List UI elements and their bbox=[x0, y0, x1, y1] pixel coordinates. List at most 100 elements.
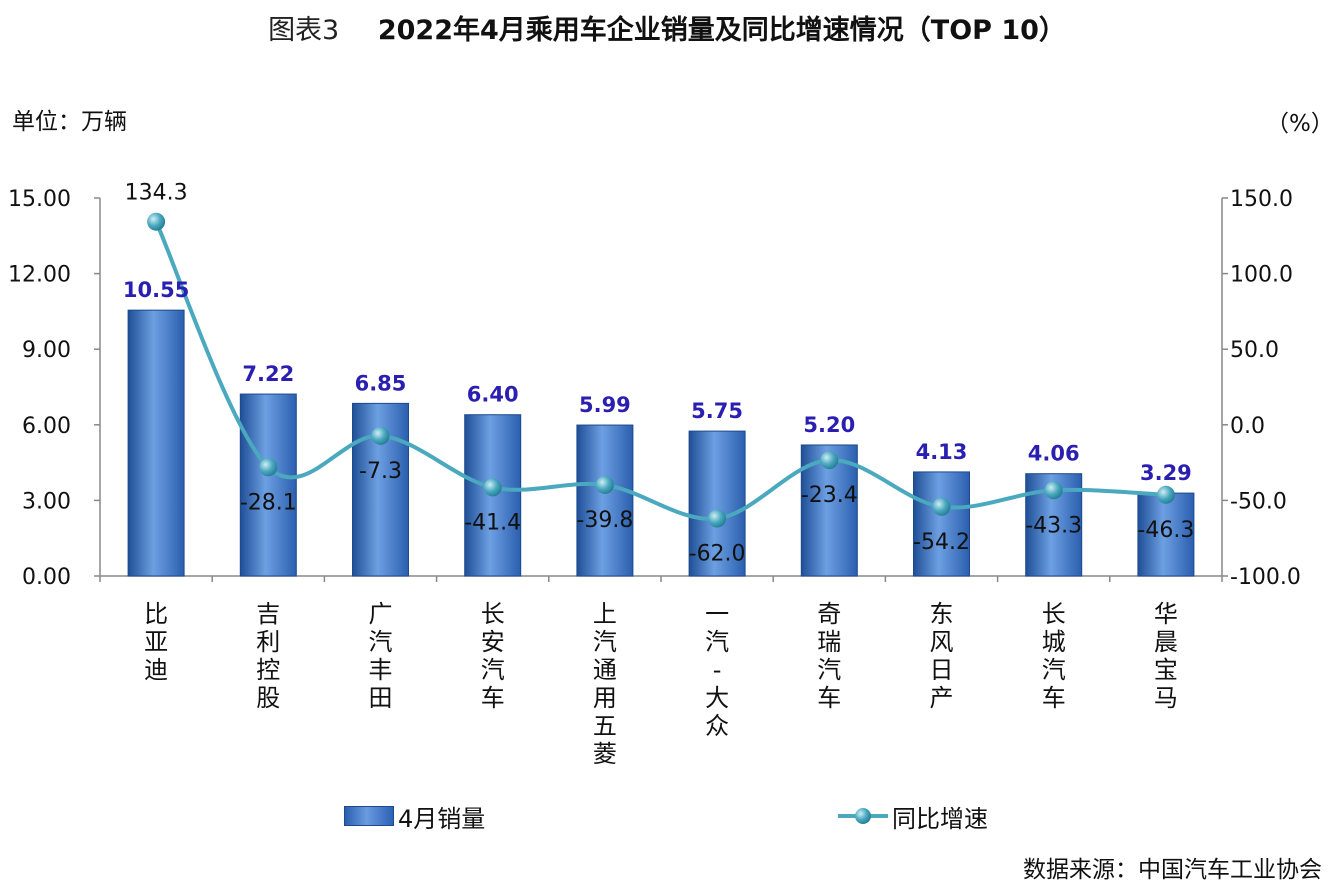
category-label-char: 股 bbox=[256, 684, 280, 712]
category-label-char: 汽 bbox=[593, 628, 617, 656]
category-label-char: 上 bbox=[593, 600, 617, 628]
bar-sales bbox=[127, 309, 185, 577]
category-label-char: 控 bbox=[256, 656, 280, 684]
category-label-char: 汽 bbox=[369, 628, 393, 656]
category-label-char: - bbox=[713, 656, 722, 684]
bars-layer bbox=[127, 309, 1195, 577]
bar-value-label: 6.40 bbox=[467, 383, 519, 407]
growth-value-label: -46.3 bbox=[1137, 518, 1194, 543]
category-label-char: 车 bbox=[481, 684, 505, 712]
figure-number: 图表3 bbox=[268, 15, 340, 46]
category-label-char: 车 bbox=[817, 684, 841, 712]
bar-sales bbox=[913, 471, 970, 577]
left-axis-unit: 单位：万辆 bbox=[12, 109, 127, 135]
category-label-char: 五 bbox=[593, 712, 617, 740]
growth-value-label: -28.1 bbox=[240, 490, 297, 515]
legend-item-growth: 同比增速 bbox=[838, 796, 988, 836]
bar-sales bbox=[239, 393, 297, 577]
category-label-char: 瑞 bbox=[817, 628, 841, 656]
category-label-char: 长 bbox=[481, 600, 505, 628]
growth-point bbox=[483, 478, 502, 497]
bar-sales bbox=[688, 430, 746, 577]
bar-value-label: 5.20 bbox=[803, 413, 855, 437]
growth-point bbox=[708, 509, 727, 528]
growth-value-label: -7.3 bbox=[359, 459, 402, 484]
left-tick-label: 3.00 bbox=[22, 489, 71, 514]
growth-value-label: -54.2 bbox=[913, 530, 970, 555]
growth-value-label: -41.4 bbox=[464, 510, 521, 535]
right-axis-unit: （%） bbox=[1266, 111, 1334, 137]
growth-point bbox=[259, 458, 278, 477]
category-label-char: 一 bbox=[705, 600, 729, 628]
right-tick-label: 150.0 bbox=[1230, 187, 1293, 212]
right-tick-label: -50.0 bbox=[1230, 489, 1287, 514]
category-label-char: 汽 bbox=[705, 628, 729, 656]
left-tick-label: 12.00 bbox=[8, 263, 71, 288]
left-tick-label: 9.00 bbox=[22, 338, 71, 363]
bar-value-label: 10.55 bbox=[123, 278, 189, 302]
growth-line bbox=[154, 220, 1166, 521]
category-label-char: 宝 bbox=[1154, 656, 1178, 684]
growth-value-label: -39.8 bbox=[576, 508, 633, 533]
category-label-char: 比 bbox=[144, 600, 168, 628]
chart-title: 图表3 2022年4月乘用车企业销量及同比增速情况（TOP 10） bbox=[0, 8, 1334, 47]
category-label-char: 亚 bbox=[144, 628, 168, 656]
growth-value-label: -43.3 bbox=[1025, 513, 1082, 538]
legend-item-sales: 4月销量 bbox=[344, 796, 485, 836]
category-label-char: 菱 bbox=[593, 740, 617, 768]
legend-bar-swatch bbox=[344, 806, 394, 826]
category-label-char: 用 bbox=[593, 684, 617, 712]
left-tick-label: 0.00 bbox=[22, 565, 71, 590]
combo-chart: 0.003.006.009.0012.0015.00-100.0-50.00.0… bbox=[8, 181, 1301, 768]
bar-value-label: 4.13 bbox=[916, 440, 968, 464]
legend: 4月销量 同比增速 bbox=[0, 796, 1334, 836]
right-tick-label: 0.0 bbox=[1230, 414, 1265, 439]
bar-value-label: 5.99 bbox=[579, 393, 631, 417]
category-label-char: 风 bbox=[930, 628, 954, 656]
bar-value-label: 3.29 bbox=[1140, 461, 1192, 485]
right-tick-label: 50.0 bbox=[1230, 338, 1279, 363]
legend-bar-label: 4月销量 bbox=[398, 804, 486, 833]
category-label-char: 通 bbox=[593, 656, 617, 684]
category-label-char: 马 bbox=[1154, 684, 1178, 712]
growth-value-label: -62.0 bbox=[689, 542, 746, 567]
category-label-char: 华 bbox=[1154, 600, 1178, 628]
category-label-char: 汽 bbox=[1042, 656, 1066, 684]
legend-line-label: 同比增速 bbox=[892, 804, 988, 833]
category-label-char: 大 bbox=[705, 684, 729, 712]
category-label-char: 吉 bbox=[256, 600, 280, 628]
title-text: 2022年4月乘用车企业销量及同比增速情况（TOP 10） bbox=[377, 15, 1066, 46]
category-label-char: 丰 bbox=[369, 656, 393, 684]
category-label-char: 田 bbox=[369, 684, 393, 712]
line-layer bbox=[147, 212, 1175, 528]
growth-value-label: 134.3 bbox=[125, 181, 188, 206]
bar-sales bbox=[576, 424, 634, 577]
category-label-char: 广 bbox=[369, 600, 393, 628]
left-tick-label: 15.00 bbox=[8, 187, 71, 212]
growth-value-label: -23.4 bbox=[801, 483, 858, 508]
category-label-char: 众 bbox=[705, 712, 729, 740]
axes-layer: 0.003.006.009.0012.0015.00-100.0-50.00.0… bbox=[8, 187, 1301, 768]
growth-point bbox=[147, 212, 166, 231]
right-tick-label: -100.0 bbox=[1230, 565, 1301, 590]
bar-value-label: 6.85 bbox=[355, 371, 407, 395]
bar-sales bbox=[1137, 492, 1195, 577]
left-tick-label: 6.00 bbox=[22, 414, 71, 439]
growth-point bbox=[595, 475, 614, 494]
category-label-char: 迪 bbox=[144, 656, 168, 684]
category-label-char: 汽 bbox=[817, 656, 841, 684]
category-label-char: 日 bbox=[930, 656, 954, 684]
bar-value-label: 4.06 bbox=[1028, 442, 1080, 466]
category-label-char: 长 bbox=[1042, 600, 1066, 628]
category-label-char: 晨 bbox=[1154, 628, 1178, 656]
category-label-char: 安 bbox=[481, 628, 505, 656]
category-label-char: 产 bbox=[930, 684, 954, 712]
category-label-char: 利 bbox=[256, 628, 280, 656]
category-label-char: 车 bbox=[1042, 684, 1066, 712]
growth-point bbox=[1156, 485, 1175, 504]
category-label-char: 东 bbox=[930, 600, 954, 628]
legend-line-swatch bbox=[838, 808, 888, 824]
bar-value-label: 5.75 bbox=[691, 399, 743, 423]
growth-point bbox=[932, 497, 951, 516]
right-tick-label: 100.0 bbox=[1230, 263, 1293, 288]
